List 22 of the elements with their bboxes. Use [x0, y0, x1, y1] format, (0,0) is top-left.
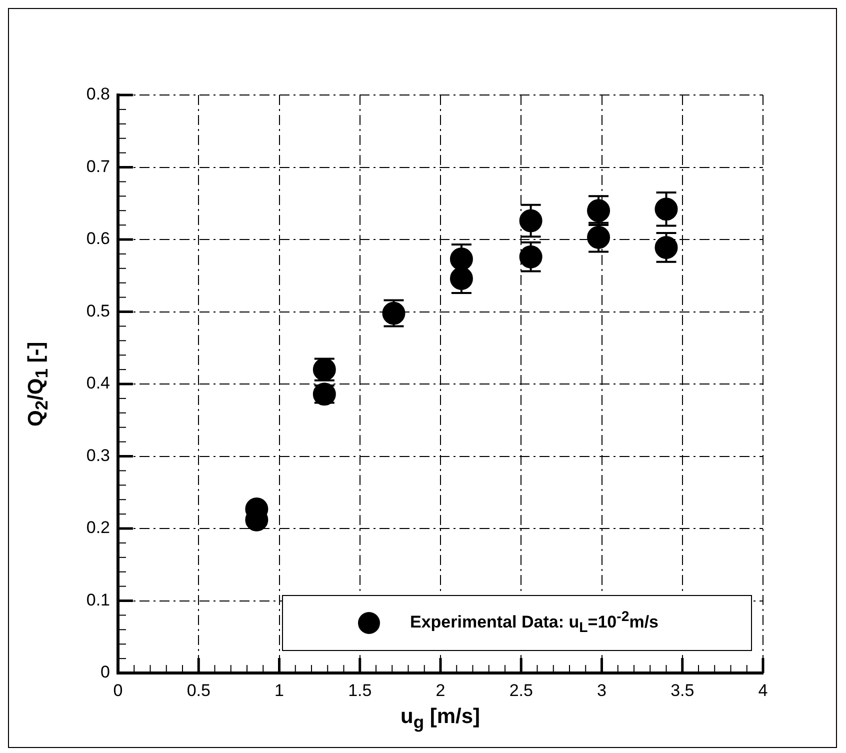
y-tick-label: 0.3 [86, 446, 110, 465]
y-tick-label: 0.6 [86, 229, 110, 248]
x-tick-label: 4 [758, 680, 768, 700]
x-axis-title: u$_{g}$ [m/s] [400, 705, 480, 734]
y-tick-label: 0.4 [86, 374, 110, 393]
x-tick-label: 0 [113, 680, 123, 700]
x-tick-label: 1.5 [348, 680, 372, 700]
x-tick-label: 3.5 [670, 680, 694, 700]
point [587, 199, 610, 222]
x-tick-label: 3 [597, 680, 606, 700]
y-tick-label: 0.1 [86, 590, 110, 610]
x-tick-label: 2.5 [509, 680, 533, 700]
legend-label: Experimental Data: u$_{L}$=10$^{-2}$m/s [410, 609, 658, 637]
y-tick-label: 0.2 [86, 518, 110, 538]
x-tick-label: 2 [436, 680, 446, 700]
x-tick-label: 0.5 [186, 680, 210, 700]
x-tick-label: 1 [274, 680, 284, 700]
legend: Experimental Data: u$_{L}$=10$^{-2}$m/s [282, 595, 752, 651]
y-tick-label: 0.5 [86, 301, 110, 320]
y-tick-label: 0.7 [86, 156, 110, 176]
y-tick-label: 0.8 [86, 84, 110, 104]
y-tick-label: 0 [100, 662, 110, 682]
